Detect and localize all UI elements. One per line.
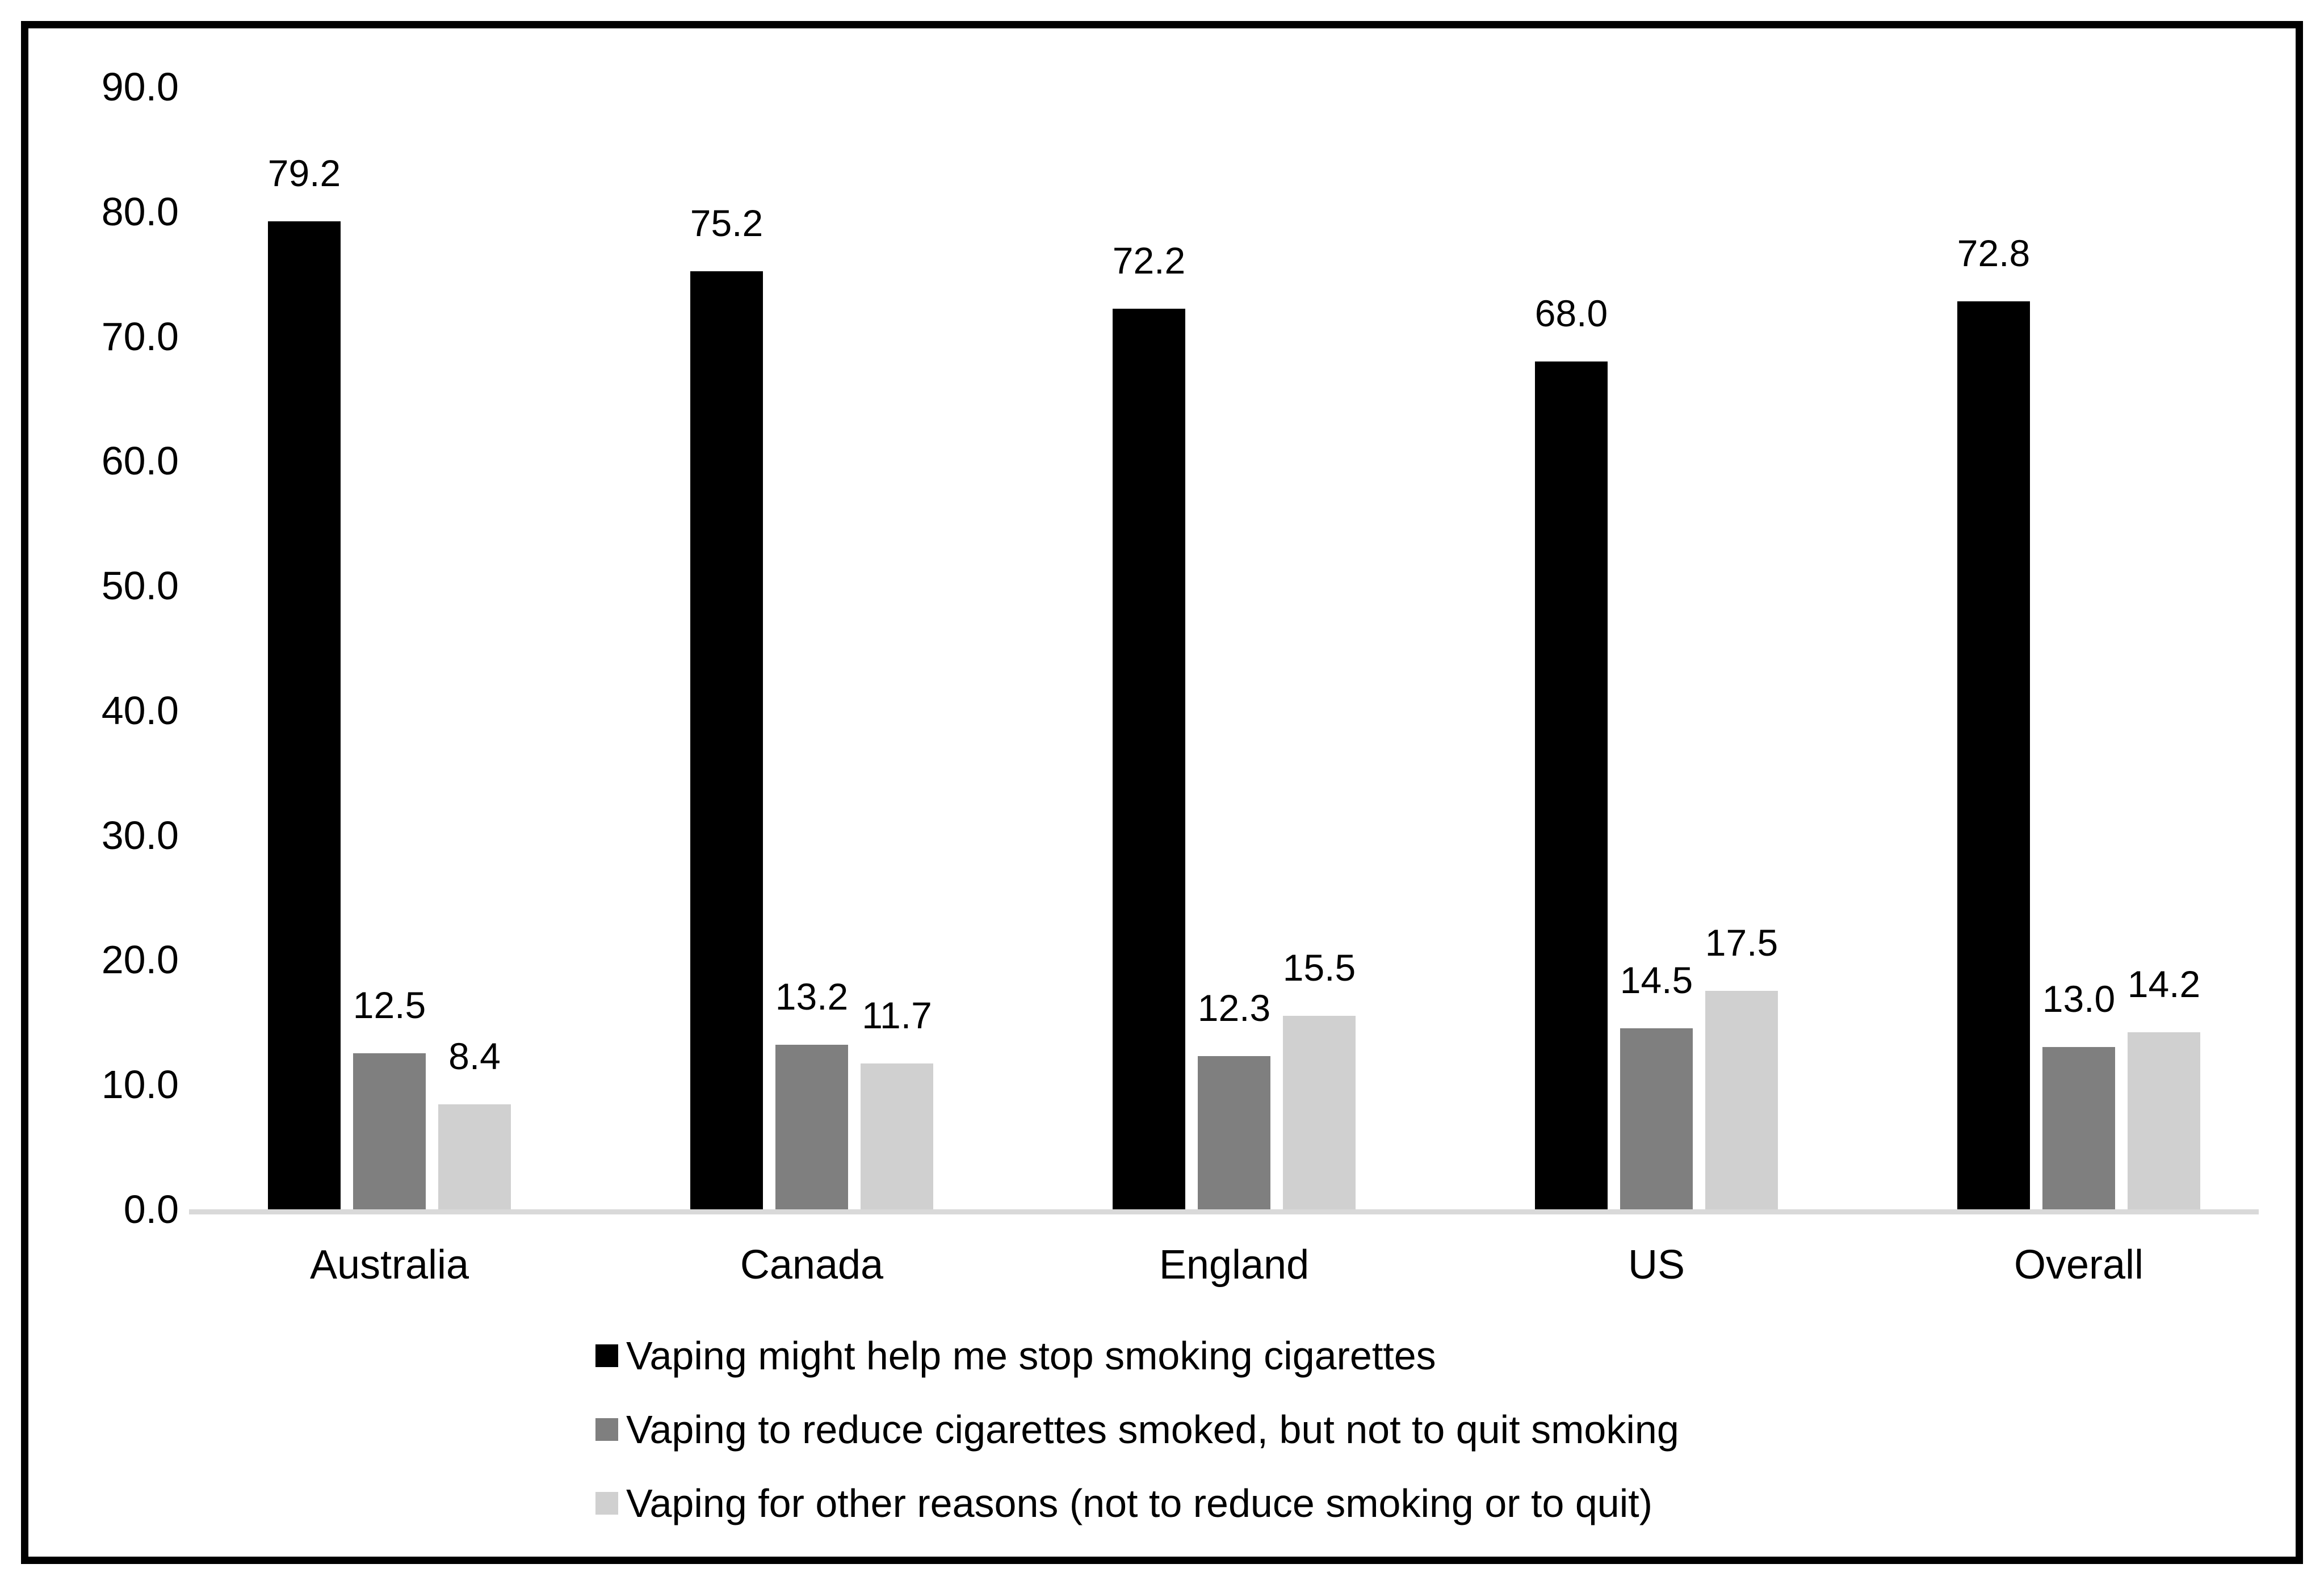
legend-swatch-icon-series-2 — [595, 1418, 618, 1441]
legend-swatch-icon-series-3 — [595, 1492, 618, 1515]
chart-frame: 90.0 80.0 70.0 60.0 50.0 40.0 30.0 20.0 10.0 0.0 … — [21, 21, 2303, 1564]
x-axis-label-australia: Australia — [309, 1242, 469, 1288]
x-axis-label-overall: Overall — [2013, 1242, 2144, 1288]
y-tick-label-0.0: 0.0 — [123, 1187, 179, 1231]
x-axis-baseline — [189, 1209, 2259, 1214]
bar-england-series-2 — [1198, 1056, 1270, 1209]
value-label-canada-series-2: 13.2 — [775, 975, 849, 1018]
bar-us-series-2 — [1620, 1028, 1693, 1209]
bar-canada-series-2 — [775, 1044, 848, 1209]
value-label-us-series-2: 14.5 — [1620, 959, 1693, 1002]
value-label-australia-series-1: 79.2 — [267, 152, 341, 195]
legend-swatch-icon-series-1 — [595, 1344, 618, 1367]
y-tick-label-60.0: 60.0 — [101, 439, 179, 484]
y-tick-label-70.0: 70.0 — [101, 314, 179, 359]
y-tick-label-10.0: 10.0 — [101, 1062, 179, 1107]
bar-canada-series-1 — [690, 271, 763, 1209]
value-label-canada-series-1: 75.2 — [690, 202, 764, 245]
y-tick-label-90.0: 90.0 — [101, 65, 179, 109]
value-label-england-series-1: 72.2 — [1112, 239, 1186, 282]
bar-us-series-3 — [1705, 991, 1778, 1209]
value-label-overall-series-2: 13.0 — [2042, 978, 2116, 1020]
value-label-us-series-1: 68.0 — [1534, 292, 1608, 334]
value-label-england-series-2: 12.3 — [1197, 986, 1271, 1029]
legend-row-2: Vaping to reduce cigarettes smoked, but … — [595, 1407, 1679, 1452]
y-tick-label-30.0: 30.0 — [101, 813, 179, 857]
bar-overall-series-1 — [1957, 301, 2030, 1209]
x-axis-label-canada: Canada — [740, 1242, 884, 1288]
bar-australia-series-3 — [438, 1104, 511, 1209]
value-label-overall-series-1: 72.8 — [1957, 232, 2031, 275]
value-label-england-series-3: 15.5 — [1282, 947, 1356, 989]
y-tick-label-40.0: 40.0 — [101, 688, 179, 733]
x-axis-label-england: England — [1159, 1242, 1310, 1288]
bar-australia-series-1 — [268, 221, 341, 1209]
bar-england-series-1 — [1113, 309, 1185, 1209]
value-label-overall-series-3: 14.2 — [2127, 962, 2201, 1005]
legend-row-3: Vaping for other reasons (not to reduce … — [595, 1481, 1679, 1526]
bar-overall-series-2 — [2042, 1047, 2115, 1209]
bar-england-series-3 — [1283, 1016, 1356, 1209]
bar-overall-series-3 — [2128, 1032, 2200, 1209]
legend: Vaping might help me stop smoking cigare… — [595, 1333, 1679, 1554]
bar-australia-series-2 — [353, 1053, 426, 1209]
y-tick-label-80.0: 80.0 — [101, 189, 179, 234]
legend-label-series-1: Vaping might help me stop smoking cigare… — [626, 1334, 1436, 1378]
y-tick-label-20.0: 20.0 — [101, 937, 179, 982]
bar-us-series-1 — [1535, 361, 1608, 1209]
value-label-us-series-3: 17.5 — [1705, 922, 1778, 964]
legend-label-series-2: Vaping to reduce cigarettes smoked, but … — [626, 1407, 1679, 1452]
legend-label-series-3: Vaping for other reasons (not to reduce … — [626, 1481, 1653, 1525]
bar-canada-series-3 — [861, 1063, 933, 1209]
value-label-canada-series-3: 11.7 — [862, 994, 932, 1036]
value-label-australia-series-2: 12.5 — [353, 984, 426, 1027]
value-label-australia-series-3: 8.4 — [448, 1035, 501, 1078]
y-tick-label-50.0: 50.0 — [101, 564, 179, 608]
legend-row-1: Vaping might help me stop smoking cigare… — [595, 1333, 1679, 1378]
x-axis-label-us: US — [1627, 1242, 1685, 1288]
